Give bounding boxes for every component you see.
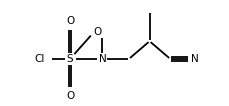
Text: N: N bbox=[98, 54, 106, 64]
Text: N: N bbox=[190, 54, 198, 64]
Text: Cl: Cl bbox=[34, 54, 44, 64]
Text: S: S bbox=[66, 54, 73, 64]
Text: O: O bbox=[66, 91, 74, 101]
Text: O: O bbox=[93, 27, 101, 37]
Text: O: O bbox=[66, 17, 74, 26]
